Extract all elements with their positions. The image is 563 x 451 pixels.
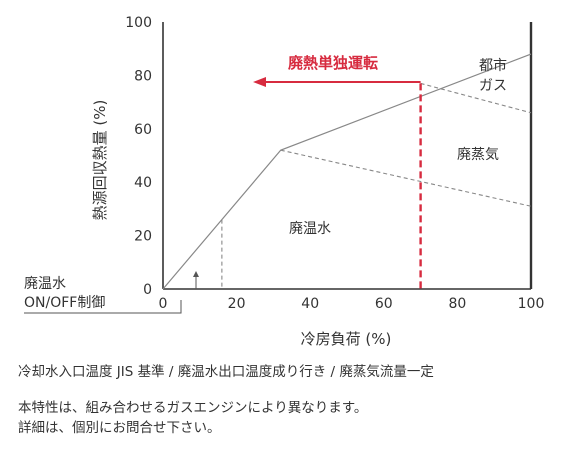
waste-heat-only-label: 廃熱単独運転 [288,54,378,72]
total-recovery-line [162,53,532,290]
x-axis-label: 冷房負荷 (%) [301,330,392,348]
disclaimer-line-2: 詳細は、個別にお問合せ下さい。 [18,420,221,436]
waste-water-steam-boundary [280,149,532,207]
y-tick-label: 0 [143,282,152,298]
waste-heat-only-arrow-head [253,77,266,87]
y-tick-label: 20 [134,229,152,245]
y-tick-label: 100 [125,15,152,31]
y-tick-label: 80 [134,68,152,84]
region-label-waste-water: 廃温水 [289,220,331,237]
x-tick-label: 40 [301,296,319,312]
region-label-waste-steam: 廃蒸気 [457,146,499,163]
onoff-bracket-line [24,300,182,314]
region-label-city-gas-1: 都市 [479,57,507,74]
x-tick-label: 20 [228,296,246,312]
x-tick-label: 60 [375,296,393,312]
x-tick-label: 80 [448,296,466,312]
onoff-label-line1: 廃温水 [24,275,66,292]
y-tick-label: 60 [134,122,152,138]
conditions-note: 冷却水入口温度 JIS 基準 / 廃温水出口温度成り行き / 廃蒸気流量一定 [18,364,434,380]
y-tick-label: 40 [134,175,152,191]
x-tick-label: 100 [518,296,545,312]
region-label-city-gas-2: ガス [479,78,507,94]
steam-gas-boundary [420,82,532,114]
disclaimer-line-1: 本特性は、組み合わせるガスエンジンにより異なります。 [18,400,368,416]
onoff-arrow-head [193,271,199,277]
onoff-label-line2: ON/OFF制御 [24,295,105,311]
x-tick-label: 0 [159,296,168,312]
y-axis-label: 熱源回収熱量 (%) [91,100,109,221]
